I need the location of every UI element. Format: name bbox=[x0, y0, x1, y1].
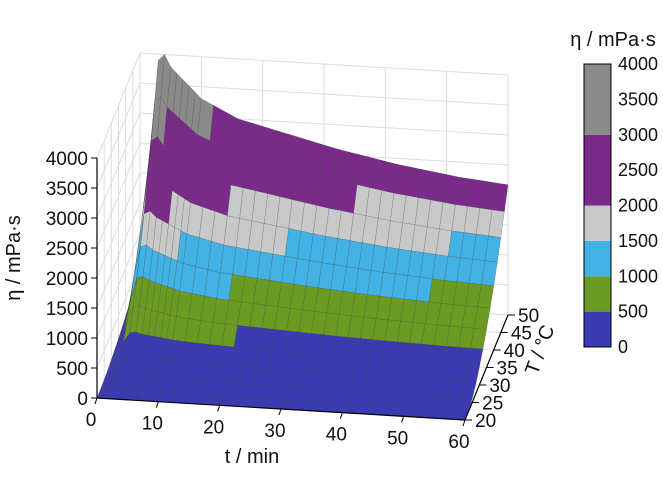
y-tick-label: 35 bbox=[497, 359, 518, 380]
surface-mesh bbox=[96, 53, 509, 421]
colorbar-tick-label: 2000 bbox=[618, 196, 658, 216]
z-tick-label: 500 bbox=[56, 359, 88, 380]
colorbar-band bbox=[584, 276, 611, 312]
y-tick-label: 30 bbox=[489, 376, 510, 397]
z-axis-title: η / mPa·s bbox=[3, 215, 25, 301]
x-tick-label: 40 bbox=[326, 425, 347, 446]
x-tick-mark bbox=[462, 419, 466, 427]
x-tick-label: 0 bbox=[86, 410, 97, 431]
y-tick-label: 20 bbox=[475, 411, 496, 432]
colorbar-tick-label: 3000 bbox=[618, 125, 658, 145]
colorbar-band bbox=[584, 134, 611, 206]
colorbar-tick-label: 4000 bbox=[618, 54, 658, 74]
x-tick-mark bbox=[339, 412, 343, 419]
z-axis-tick-labels: 0 500 1000 1500 2000 2500 3000 3500 4000 bbox=[46, 149, 97, 410]
y-tick-label: 45 bbox=[511, 324, 532, 345]
colorbar: 0 500 1000 1500 2000 2500 3000 3500 4000 bbox=[583, 54, 658, 357]
x-tick-mark bbox=[278, 408, 282, 416]
colorbar-band bbox=[584, 240, 611, 277]
colorbar-band bbox=[584, 311, 611, 347]
colorbar-frame bbox=[583, 63, 612, 348]
y-tick-label: 25 bbox=[482, 394, 503, 415]
x-tick-label: 20 bbox=[203, 417, 224, 438]
colorbar-tick-label: 0 bbox=[618, 337, 628, 357]
x-tick-label: 30 bbox=[264, 421, 285, 442]
z-tick-label: 1000 bbox=[46, 329, 88, 350]
z-tick-label: 1500 bbox=[46, 299, 88, 320]
colorbar-band bbox=[584, 205, 611, 241]
z-tick-label: 2000 bbox=[46, 269, 88, 290]
colorbar-tick-label: 3500 bbox=[618, 89, 658, 109]
z-tick-label: 3000 bbox=[46, 209, 88, 230]
x-tick-mark bbox=[401, 416, 405, 423]
colorbar-title: η / mPa·s bbox=[570, 29, 656, 51]
x-tick-mark bbox=[94, 397, 98, 405]
colorbar-tick-label: 1000 bbox=[618, 266, 658, 286]
colorbar-tick-label: 500 bbox=[618, 302, 648, 322]
x-axis-title: t / min bbox=[225, 446, 279, 468]
x-tick-label: 60 bbox=[448, 432, 469, 453]
colorbar-band bbox=[584, 64, 611, 135]
z-tick-label: 2500 bbox=[46, 239, 88, 260]
y-tick-label: 50 bbox=[518, 306, 539, 327]
colorbar-tick-label: 1500 bbox=[618, 231, 658, 251]
y-tick-label: 40 bbox=[504, 341, 525, 362]
x-tick-label: 50 bbox=[387, 428, 408, 449]
x-tick-mark bbox=[155, 401, 159, 408]
x-tick-label: 10 bbox=[142, 414, 163, 435]
z-tick-label: 3500 bbox=[46, 179, 88, 200]
colorbar-tick-label: 2500 bbox=[618, 160, 658, 180]
z-tick-label: 4000 bbox=[46, 149, 88, 170]
x-axis-tick-labels: 0 10 20 30 40 50 60 bbox=[86, 397, 470, 453]
x-tick-mark bbox=[217, 405, 221, 412]
z-tick-label: 0 bbox=[77, 389, 88, 410]
